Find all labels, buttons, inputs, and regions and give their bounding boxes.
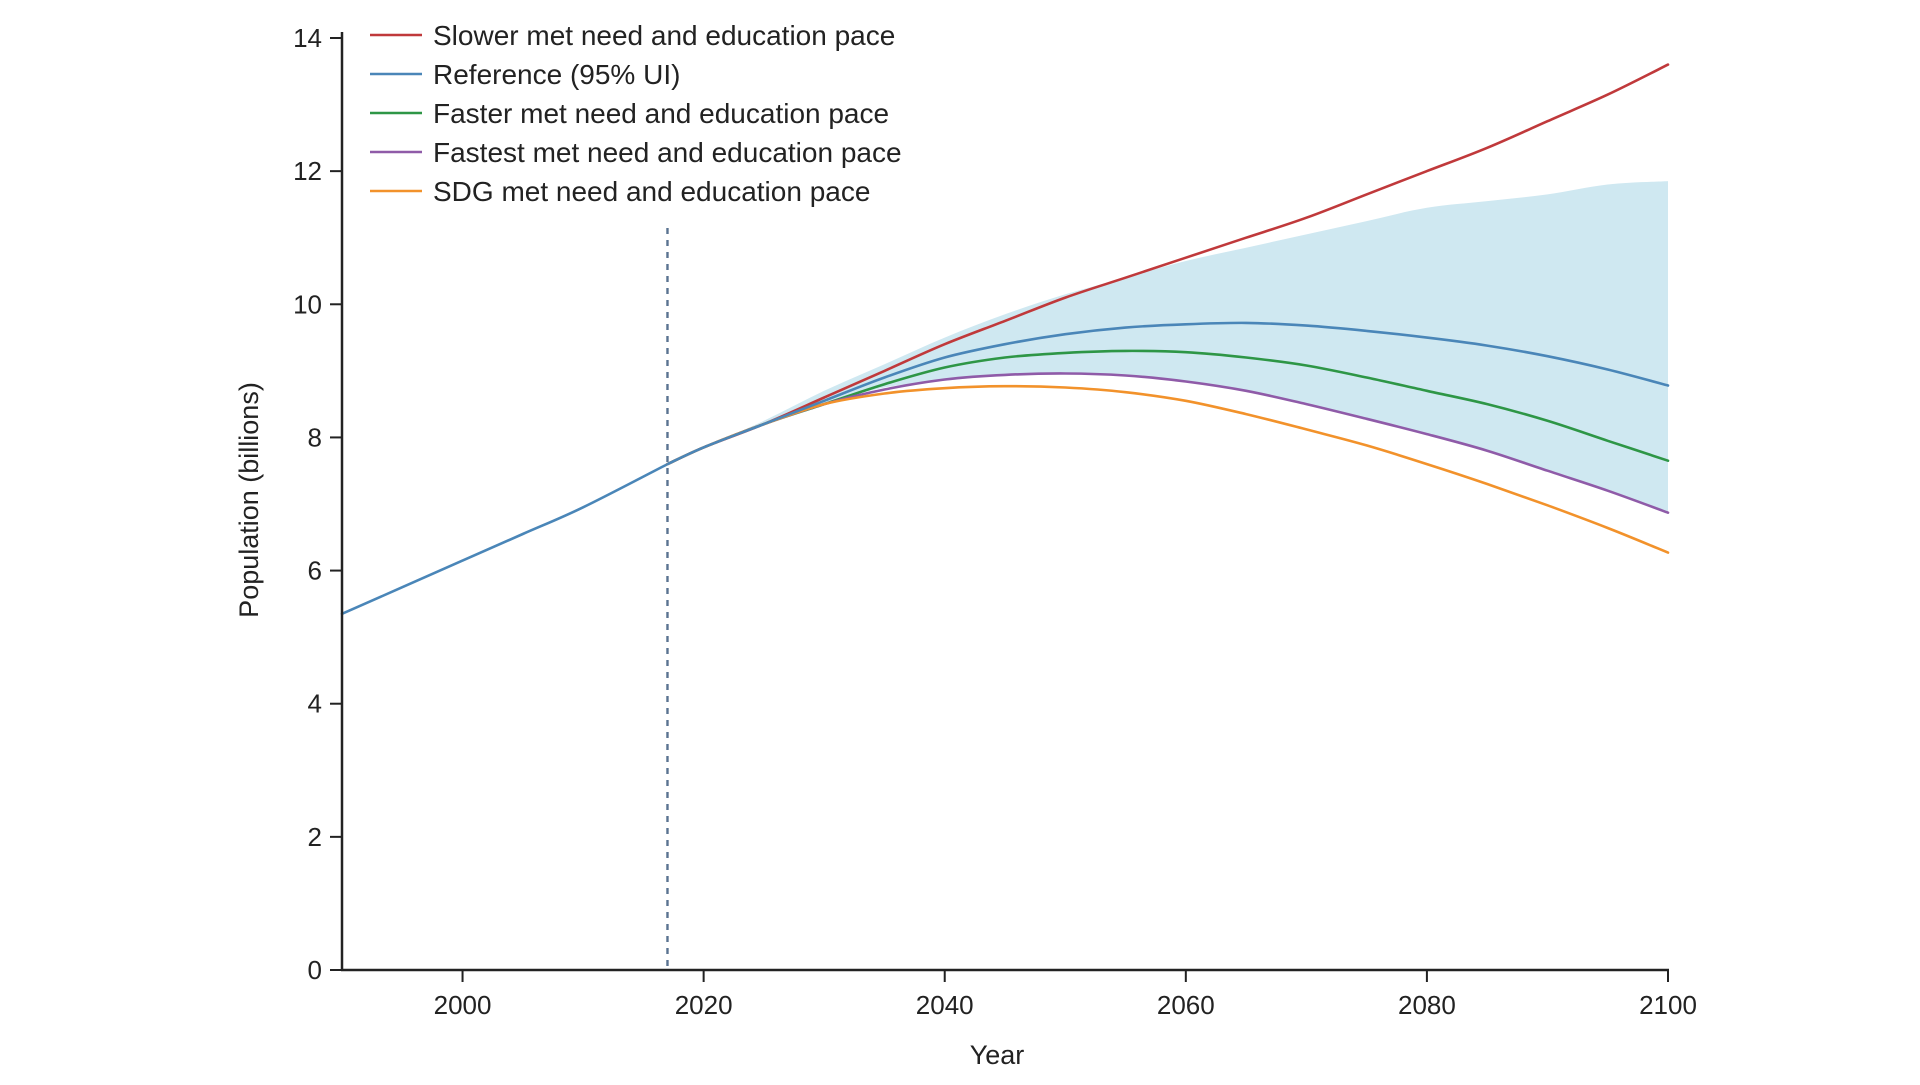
series-line-4 [666,384,1670,554]
legend-label: Slower met need and education pace [433,20,895,51]
x-tick-label: 2040 [916,990,974,1020]
series-layer [340,63,1670,616]
x-tick-label: 2020 [675,990,733,1020]
x-axis-title: Year [970,1040,1025,1070]
x-tick-label: 2100 [1639,990,1697,1020]
legend-item: Faster met need and education pace [370,98,889,129]
series-line-1 [666,321,1670,466]
axes-layer: 0 2 4 6 8 10 12 14 2000 2020 2040 2060 2080 2100 [293,23,1697,1020]
legend: Slower met need and education pace Refere… [370,20,902,207]
x-tick-label: 2080 [1398,990,1456,1020]
series-line-0 [666,63,1670,466]
y-tick-label: 4 [308,689,322,719]
legend-label: Reference (95% UI) [433,59,680,90]
legend-label: Faster met need and education pace [433,98,889,129]
reference-uncertainty-band [667,181,1668,514]
y-axis-title: Population (billions) [234,382,264,618]
y-tick-label: 12 [293,156,322,186]
y-tick-label: 8 [308,422,322,452]
x-tick-label: 2060 [1157,990,1215,1020]
y-tick-label: 10 [293,289,322,319]
legend-label: Fastest met need and education pace [433,137,902,168]
uncertainty-band-layer [667,181,1668,514]
legend-label: SDG met need and education pace [433,176,870,207]
y-tick-label: 0 [308,955,322,985]
y-tick-label: 6 [308,556,322,586]
legend-item: Reference (95% UI) [370,59,680,90]
x-tick-label: 2000 [434,990,492,1020]
legend-item: Slower met need and education pace [370,20,895,51]
legend-item: SDG met need and education pace [370,176,870,207]
y-tick-label: 2 [308,822,322,852]
legend-item: Fastest met need and education pace [370,137,902,168]
y-tick-label: 14 [293,23,322,53]
history-line [340,462,669,616]
